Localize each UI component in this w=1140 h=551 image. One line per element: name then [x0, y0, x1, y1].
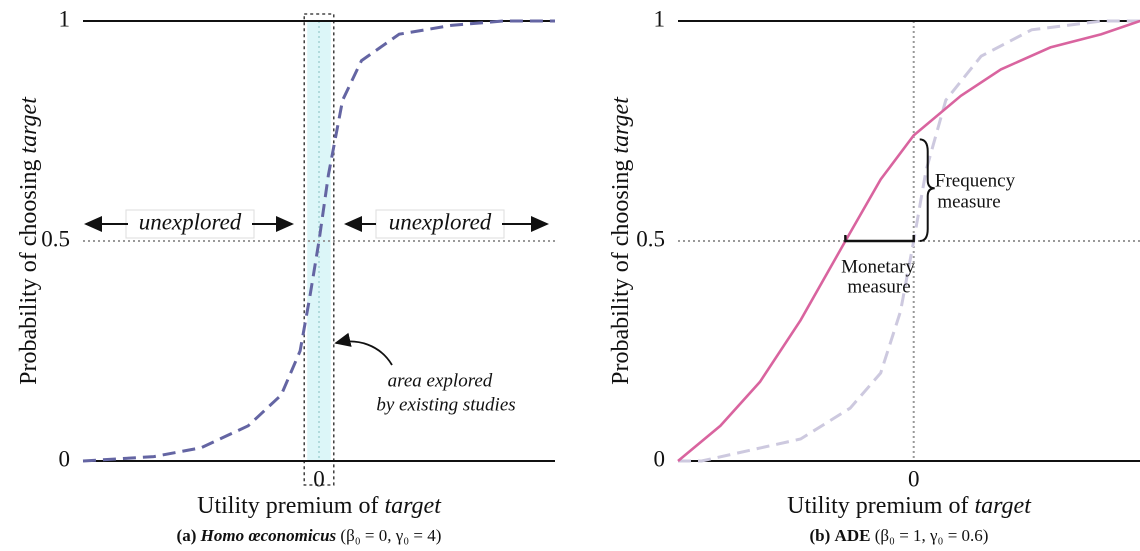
caption: (a) Homo œconomicus (β₀ = 0, γ₀ = 4) — [177, 526, 442, 545]
x-tick-label: 0 — [908, 466, 920, 491]
y-tick-label: 1 — [654, 6, 666, 31]
curve — [82, 19, 555, 463]
caption-params: (β₀ = 0, γ₀ = 4) — [340, 526, 441, 545]
x-label-text: Utility premium of — [197, 493, 378, 519]
caption-label: (b) — [810, 526, 831, 545]
caption: (b) ADE (β₀ = 1, γ₀ = 0.6) — [810, 526, 989, 545]
annotation: unexplored — [139, 209, 242, 234]
caption-name: Homo œconomicus — [200, 526, 337, 545]
annotation: unexplored — [389, 209, 492, 234]
annotation: Monetary — [841, 256, 915, 277]
x-tick-label: 0 — [313, 466, 325, 491]
x-axis-label: Utility premium of target — [197, 493, 442, 519]
annotation: measure — [847, 276, 910, 297]
label-box — [125, 209, 255, 239]
annotation: by existing studies — [376, 394, 515, 415]
y-axis-label: Probability of choosing target — [16, 96, 42, 385]
x-label-text: Utility premium of — [787, 493, 968, 519]
caption-label: (a) — [177, 526, 197, 545]
brace — [919, 138, 935, 242]
x-axis-label: Utility premium of target — [787, 493, 1032, 519]
caption-params: (β₀ = 1, γ₀ = 0.6) — [875, 526, 989, 545]
annotation: area explored — [388, 370, 493, 391]
y-tick-label: 0.5 — [41, 226, 70, 251]
y-label-em: target — [608, 96, 634, 154]
y-label-em: target — [16, 96, 42, 154]
annotation: Frequency — [935, 170, 1016, 191]
explored-box — [303, 13, 335, 486]
curve — [677, 19, 1140, 463]
caption-name: ADE — [835, 526, 871, 545]
annotation: measure — [937, 191, 1000, 212]
y-tick-label: 1 — [59, 6, 71, 31]
x-label-em: target — [974, 493, 1032, 519]
y-tick-label: 0 — [59, 446, 71, 471]
y-tick-label: 0 — [654, 446, 666, 471]
y-label-text: Probability of choosing — [608, 160, 634, 385]
arrow — [334, 332, 393, 366]
bracket — [844, 235, 915, 243]
x-label-em: target — [384, 493, 442, 519]
y-tick-label: 0.5 — [636, 226, 665, 251]
y-axis-label: Probability of choosing target — [608, 96, 634, 385]
y-label-text: Probability of choosing — [16, 160, 42, 385]
